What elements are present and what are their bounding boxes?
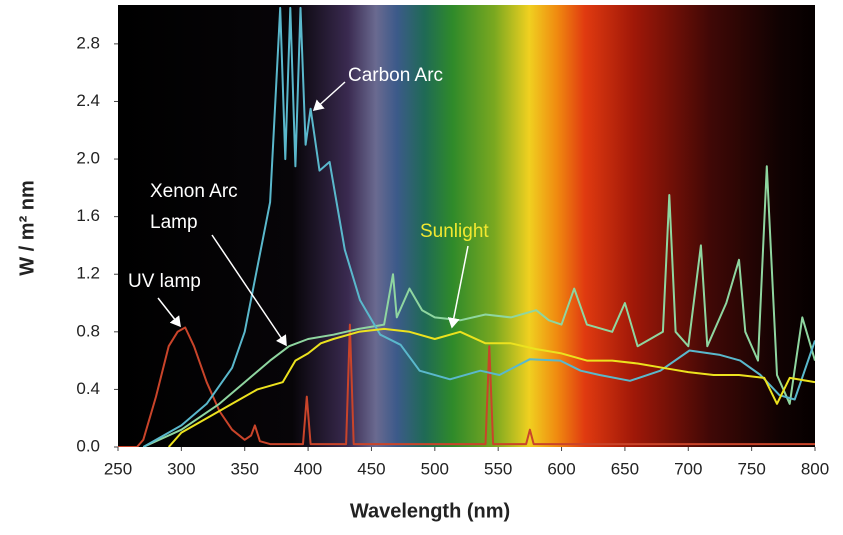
series-label: UV lamp [128, 271, 201, 292]
x-tick-label: 700 [674, 459, 702, 478]
x-tick-label: 650 [611, 459, 639, 478]
series-line [167, 327, 815, 447]
x-tick-label: 450 [357, 459, 385, 478]
series-label: Carbon Arc [348, 65, 444, 86]
series-line [142, 165, 815, 447]
y-tick-label: 1.6 [76, 206, 100, 225]
y-axis-title: W / m² nm [16, 180, 38, 276]
x-axis-title: Wavelength (nm) [350, 500, 510, 522]
series-line [142, 6, 815, 447]
x-tick-label: 550 [484, 459, 512, 478]
x-tick-label: 800 [801, 459, 829, 478]
arrow [211, 234, 287, 347]
arrow [312, 81, 346, 112]
x-tick-label: 750 [737, 459, 765, 478]
x-tick-label: 300 [167, 459, 195, 478]
x-tick-label: 500 [421, 459, 449, 478]
x-tick-label: 400 [294, 459, 322, 478]
y-tick-label: 0.4 [76, 379, 100, 398]
x-tick-label: 600 [547, 459, 575, 478]
y-tick-label: 0.8 [76, 321, 100, 340]
arrow [157, 297, 181, 328]
series-label: Xenon Arc Lamp [150, 181, 238, 233]
y-tick-label: 0.0 [76, 436, 100, 455]
axes: 0.0 0.4 0.8 1.2 1.6 2.0 2.4 2.8 250 300 350 400 450 5… [76, 33, 829, 478]
x-tick-label: 250 [104, 459, 132, 478]
series-label: Sunlight [420, 221, 489, 242]
plot [118, 6, 815, 447]
y-tick-label: 2.0 [76, 149, 100, 168]
arrow [447, 245, 469, 329]
y-tick-label: 2.4 [76, 91, 100, 110]
series-line [118, 323, 815, 447]
y-tick-label: 1.2 [76, 264, 100, 283]
x-tick-label: 350 [231, 459, 259, 478]
y-tick-label: 2.8 [76, 33, 100, 52]
